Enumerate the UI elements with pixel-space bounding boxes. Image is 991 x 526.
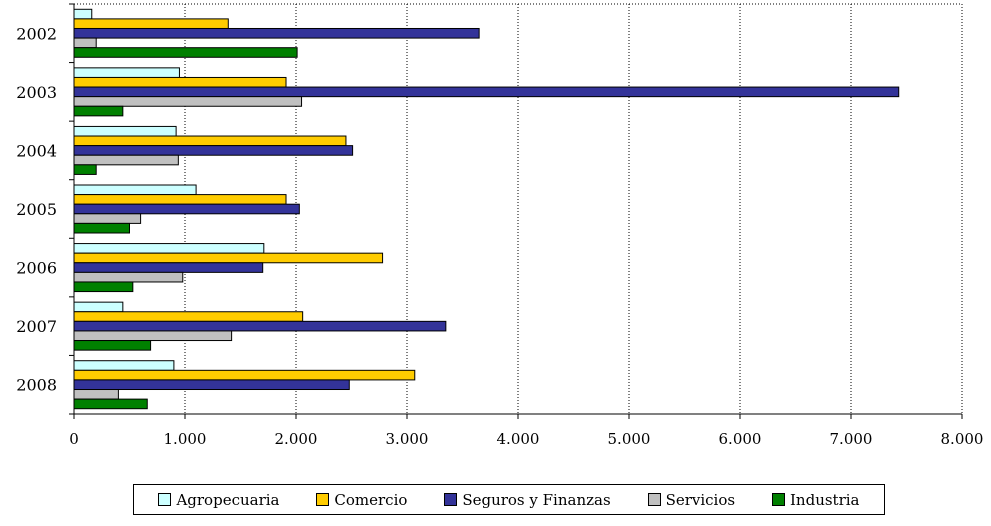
- bar-industria-2004: [73, 164, 97, 175]
- bar-seguros-y-finanzas-2006: [73, 262, 264, 273]
- legend: Agropecuaria Comercio Seguros y Finanzas Se…: [133, 484, 885, 515]
- legend-item: Industria: [772, 491, 860, 509]
- bar-industria-2008: [73, 398, 148, 410]
- y-category-label: 2006: [16, 259, 57, 278]
- bar-industria-2003: [73, 105, 124, 117]
- bar-servicios-2005: [73, 213, 142, 224]
- bar-agropecuaria-2004: [73, 125, 177, 137]
- bar-seguros-y-finanzas-2002: [73, 27, 480, 39]
- bars: [73, 8, 900, 410]
- legend-item: Comercio: [316, 491, 407, 509]
- legend-item: Agropecuaria: [158, 491, 279, 509]
- legend-swatch: [647, 493, 661, 506]
- bar-agropecuaria-2003: [73, 67, 180, 78]
- bar-servicios-2003: [73, 96, 303, 107]
- bar-agropecuaria-2005: [73, 184, 197, 196]
- x-tick-label: 4.000: [497, 430, 540, 448]
- x-tick-label: 7.000: [830, 430, 873, 448]
- x-tick-label: 8.000: [941, 430, 984, 448]
- legend-label: Industria: [790, 490, 860, 509]
- legend-item: Seguros y Finanzas: [444, 490, 611, 509]
- bar-comercio-2003: [73, 76, 287, 88]
- bar-comercio-2008: [73, 369, 416, 381]
- bar-seguros-y-finanzas-2003: [73, 86, 900, 98]
- legend-label: Seguros y Finanzas: [462, 490, 611, 509]
- bar-comercio-2007: [73, 311, 304, 322]
- bar-industria-2007: [73, 340, 152, 351]
- bar-servicios-2006: [73, 271, 184, 283]
- bar-agropecuaria-2007: [73, 301, 124, 313]
- bar-servicios-2002: [73, 37, 97, 49]
- bar-comercio-2004: [73, 135, 347, 147]
- y-category-label: 2004: [16, 141, 57, 160]
- bar-industria-2006: [73, 281, 134, 293]
- legend-swatch: [316, 493, 330, 506]
- bar-comercio-2005: [73, 194, 287, 205]
- legend-swatch: [772, 493, 785, 506]
- bar-seguros-y-finanzas-2007: [73, 320, 447, 332]
- x-tick-label: 0: [69, 430, 79, 448]
- bar-servicios-2004: [73, 154, 179, 166]
- bar-industria-2005: [73, 222, 130, 234]
- bar-industria-2002: [73, 47, 298, 58]
- legend-item: Servicios: [647, 490, 736, 509]
- bar-agropecuaria-2008: [73, 360, 175, 371]
- bar-seguros-y-finanzas-2008: [73, 379, 350, 391]
- legend-swatch: [444, 493, 458, 506]
- bar-comercio-2002: [73, 18, 229, 29]
- legend-label: Servicios: [665, 490, 736, 509]
- x-tick-label: 6.000: [719, 430, 762, 448]
- bar-comercio-2006: [73, 252, 384, 264]
- y-category-label: 2003: [16, 83, 57, 102]
- bar-agropecuaria-2006: [73, 243, 265, 254]
- bar-seguros-y-finanzas-2005: [73, 203, 300, 215]
- x-tick-label: 1.000: [164, 430, 207, 448]
- x-tick-label: 2.000: [275, 430, 318, 448]
- axes: 0 1.000 2.000 3.000 4.000 5.000 6.000 7.000 8.00…: [16, 3, 984, 448]
- bar-servicios-2008: [73, 389, 119, 400]
- y-category-label: 2008: [16, 376, 57, 395]
- y-category-label: 2005: [16, 200, 57, 219]
- bar-seguros-y-finanzas-2004: [73, 145, 354, 156]
- legend-swatch: [158, 493, 172, 506]
- bar-agropecuaria-2002: [73, 8, 93, 20]
- legend-label: Comercio: [334, 490, 408, 509]
- bar-servicios-2007: [73, 330, 233, 342]
- legend-label: Agropecuaria: [176, 490, 280, 509]
- x-tick-label: 3.000: [386, 430, 429, 448]
- y-category-label: 2002: [16, 24, 57, 43]
- x-tick-label: 5.000: [608, 430, 651, 448]
- y-category-label: 2007: [16, 317, 57, 336]
